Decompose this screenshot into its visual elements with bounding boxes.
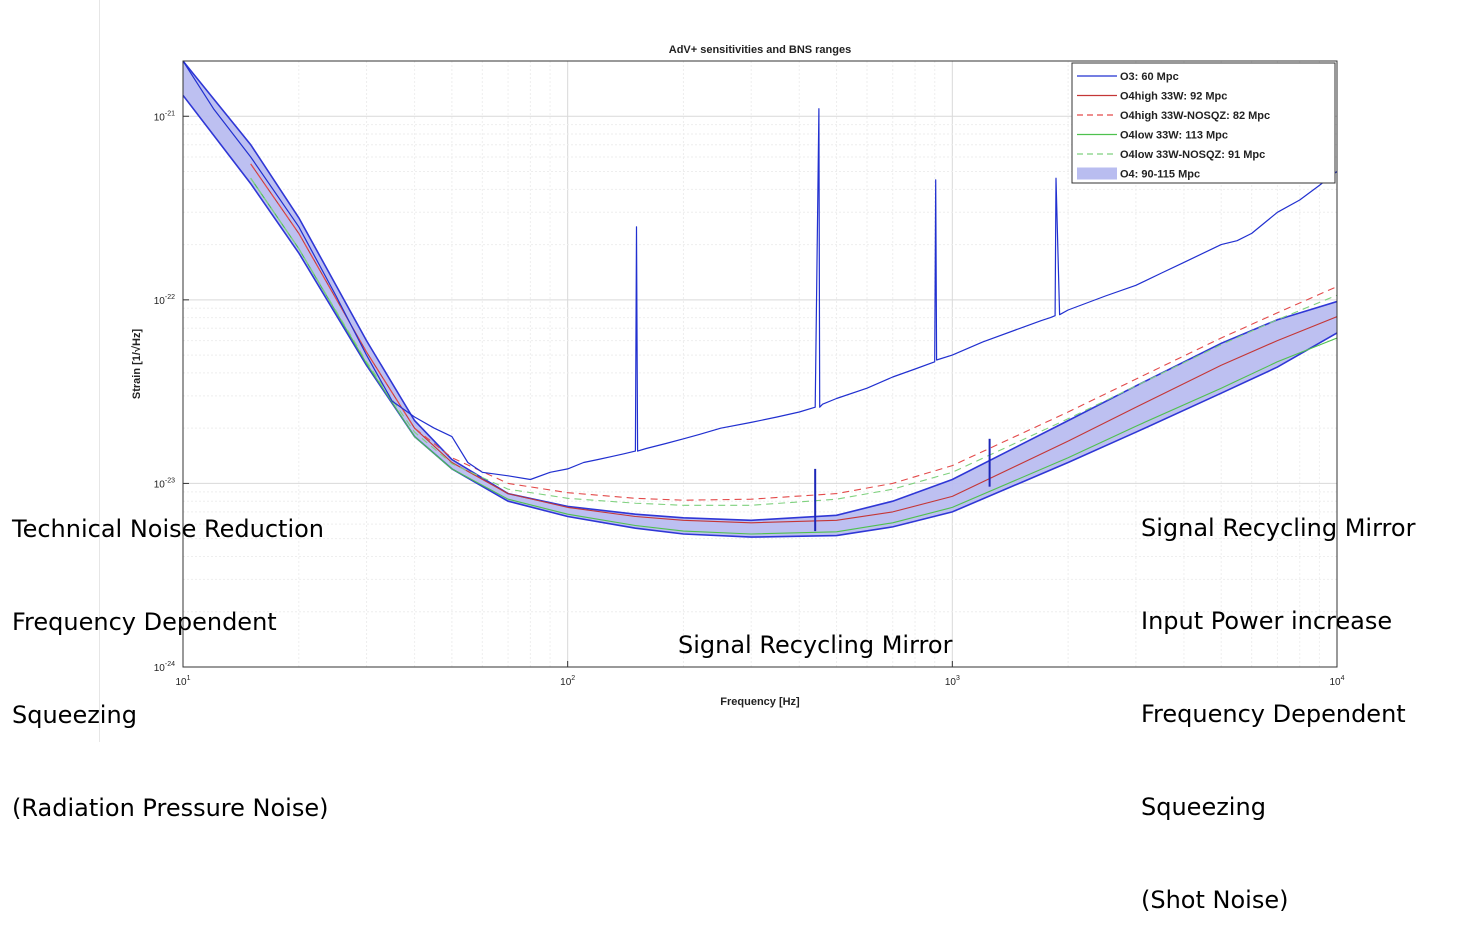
series-line-1 — [250, 163, 1337, 524]
legend: O3: 60 Mpc O4high 33W: 92 Mpc O4high 33W-N… — [1071, 62, 1336, 184]
x-tick-label: 101 — [175, 675, 190, 688]
x-axis-label: Frequency [Hz] — [720, 696, 800, 708]
series-line-0 — [183, 61, 1337, 481]
legend-swatch-band — [1077, 167, 1117, 180]
series-line-3 — [250, 177, 1337, 535]
annotation-line: Frequency Dependent — [12, 608, 277, 636]
y-tick-label: 10-21 — [154, 110, 175, 123]
annotation-line: Input Power increase — [1141, 607, 1393, 635]
axes-box — [182, 60, 1338, 668]
annotation-line: (Shot Noise) — [1141, 886, 1289, 914]
y-tick-label: 10-24 — [154, 661, 175, 674]
legend-label-0: O3: 60 Mpc — [1120, 71, 1179, 83]
band-o4-lower-edge — [183, 94, 1337, 538]
y-tick-label: 10-22 — [154, 294, 175, 307]
sensitivity-chart: 101 102 103 104 10-21 10-22 10-23 10-24 AdV+ se… — [131, 44, 1345, 708]
legend-label-5: O4: 90-115 Mpc — [1120, 169, 1200, 181]
legend-box — [1071, 62, 1336, 184]
x-tick-label: 104 — [1329, 675, 1344, 688]
y-tick-label: 10-23 — [154, 477, 175, 490]
annotation-line: Squeezing — [1141, 793, 1266, 821]
chart-title: AdV+ sensitivities and BNS ranges — [669, 44, 851, 56]
annotation-line: Signal Recycling Mirror — [1141, 514, 1416, 542]
legend-label-3: O4low 33W: 113 Mpc — [1120, 130, 1228, 142]
x-tick-label: 102 — [560, 675, 575, 688]
annotation-line: (Radiation Pressure Noise) — [12, 794, 329, 822]
band-o4-upper-edge — [183, 61, 1337, 522]
legend-label-4: O4low 33W-NOSQZ: 91 Mpc — [1120, 149, 1265, 161]
y-axis-label: Strain [1/√Hz] — [131, 329, 143, 400]
page-divider — [99, 0, 100, 742]
annotation-line: Frequency Dependent — [1141, 700, 1406, 728]
series-line-2 — [250, 163, 1337, 501]
annotation-line: Technical Noise Reduction — [12, 515, 325, 543]
annotation-signal-recycling-mirror: Signal Recycling Mirror — [678, 568, 952, 692]
annotation-shot-noise: Signal Recycling Mirror Input Power incr… — [1141, 451, 1415, 947]
annotation-line: Signal Recycling Mirror — [678, 631, 953, 659]
annotation-radiation-pressure: Technical Noise Reduction Frequency Depe… — [12, 452, 328, 855]
legend-label-1: O4high 33W: 92 Mpc — [1120, 91, 1227, 103]
annotation-line: Squeezing — [12, 701, 137, 729]
series-line-4 — [250, 177, 1337, 506]
x-tick-label: 103 — [945, 675, 960, 688]
legend-label-2: O4high 33W-NOSQZ: 82 Mpc — [1120, 110, 1270, 122]
ticks: 101 102 103 104 10-21 10-22 10-23 10-24 — [154, 110, 1345, 688]
